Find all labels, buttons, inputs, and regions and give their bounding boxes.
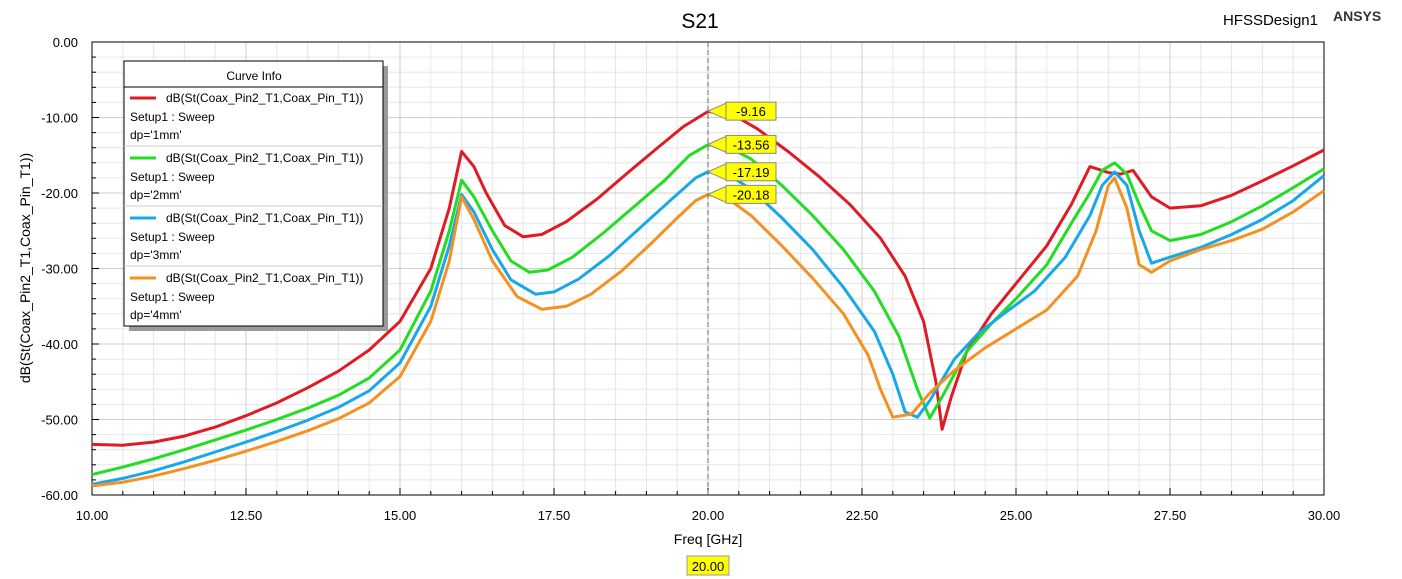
- markers: -9.16 -13.56 -17.19 -20.18: [706, 42, 777, 495]
- series-line-3: [91, 170, 1325, 486]
- x-tick-label: 30.00: [1308, 508, 1341, 523]
- legend-param: dp='1mm': [130, 128, 182, 142]
- x-tick-label: 20.00: [692, 508, 725, 523]
- legend-setup: Setup1 : Sweep: [130, 290, 215, 304]
- marker-tag-box: [725, 162, 777, 182]
- series-line-4: [91, 176, 1325, 488]
- legend-series-name: dB(St(Coax_Pin2_T1,Coax_Pin_T1)): [166, 91, 363, 105]
- design-name: HFSSDesign1: [1223, 12, 1318, 29]
- x-tick-label: 25.00: [1000, 508, 1033, 523]
- axis-ticks: 10.00 12.50 15.00 17.50 20.00 22.50 25.00 27.50…: [41, 35, 1340, 523]
- x-marker-box: [686, 555, 730, 576]
- legend-setup: Setup1 : Sweep: [130, 170, 215, 184]
- y-tick-label: 0.00: [53, 35, 78, 50]
- x-marker-label: 20.00: [686, 555, 730, 576]
- x-tick-label: 17.50: [538, 508, 571, 523]
- legend-series-name: dB(St(Coax_Pin2_T1,Coax_Pin_T1)): [166, 271, 363, 285]
- legend-box: [123, 60, 384, 327]
- marker-tag-box: [725, 184, 777, 204]
- chart-title: S21: [681, 10, 718, 33]
- y-tick-label: -60.00: [41, 488, 78, 503]
- legend-setup: Setup1 : Sweep: [130, 110, 215, 124]
- y-tick-label: -20.00: [41, 186, 78, 201]
- legend-series-name: dB(St(Coax_Pin2_T1,Coax_Pin_T1)): [166, 151, 363, 165]
- marker-pointer: [706, 135, 727, 154]
- ansys-logo: ANSYS: [1333, 8, 1381, 24]
- x-tick-label: 12.50: [230, 508, 263, 523]
- x-marker-text: 20.00: [692, 559, 725, 574]
- x-axis-label: Freq [GHz]: [674, 531, 742, 547]
- legend-title: Curve Info: [226, 69, 282, 83]
- marker-pointer: [706, 102, 727, 120]
- legend-entries: dB(St(Coax_Pin2_T1,Coax_Pin_T1)) Setup1 :…: [124, 91, 383, 322]
- x-tick-label: 15.00: [384, 508, 417, 523]
- y-axis-label: dB(St(Coax_Pin2_T1,Coax_Pin_T1)): [17, 153, 33, 383]
- marker-pointer: [706, 163, 727, 181]
- legend-param: dp='2mm': [130, 188, 182, 202]
- marker-tag-value: -20.18: [733, 187, 770, 202]
- marker-tag-value: -13.56: [733, 137, 770, 152]
- y-tick-label: -40.00: [41, 337, 78, 352]
- x-tick-label: 10.00: [76, 508, 109, 523]
- legend-param: dp='3mm': [130, 248, 182, 262]
- legend-param: dp='4mm': [130, 308, 182, 322]
- marker-tag-value: -9.16: [736, 104, 766, 119]
- marker-tag-value: -17.19: [733, 165, 770, 180]
- x-tick-label: 27.50: [1154, 508, 1187, 523]
- x-tick-label: 22.50: [846, 508, 879, 523]
- y-tick-label: -30.00: [41, 262, 78, 277]
- marker-pointer: [706, 185, 727, 204]
- y-tick-label: -10.00: [41, 111, 78, 126]
- legend-series-name: dB(St(Coax_Pin2_T1,Coax_Pin_T1)): [166, 211, 363, 225]
- curve-info-legend[interactable]: Curve Info dB(St(Coax_Pin2_T1,Coax_Pin_T…: [123, 60, 388, 331]
- y-tick-label: -50.00: [41, 413, 78, 428]
- legend-setup: Setup1 : Sweep: [130, 230, 215, 244]
- marker-tag-box: [725, 101, 777, 121]
- marker-tag-box: [725, 134, 777, 154]
